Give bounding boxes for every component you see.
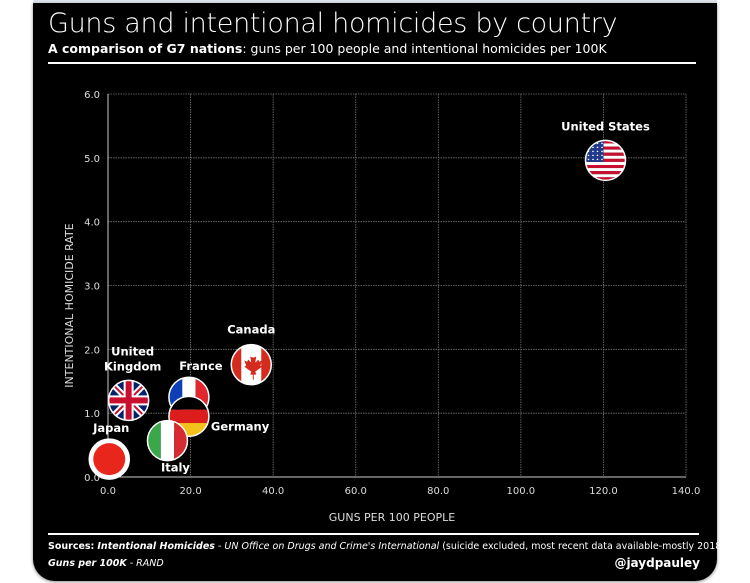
point-label: United Kingdom (104, 344, 161, 373)
homicide-source: - UN Office on Drugs and Crime's Interna… (214, 541, 440, 552)
header-rule (48, 62, 696, 64)
x-tick-label: 120.0 (589, 486, 618, 497)
y-tick-label: 1.0 (84, 409, 100, 420)
flag-outline (146, 419, 189, 462)
subtitle-rest: : guns per 100 people and intentional ho… (242, 41, 607, 56)
point-label-line: Kingdom (104, 359, 161, 373)
x-tick-label: 100.0 (507, 486, 536, 497)
homicide-label: Intentional Homicides (97, 541, 215, 552)
x-tick-label: 0.0 (100, 486, 116, 497)
guns-label: Guns per 100K (48, 558, 127, 569)
chart-title: Guns and intentional homicides by countr… (48, 8, 618, 39)
point-label: Japan (92, 421, 129, 435)
x-axis-label: GUNS PER 100 PEOPLE (329, 511, 456, 524)
y-axis-label: INTENTIONAL HOMICIDE RATE (63, 223, 76, 387)
data-point-italy: Italy (146, 419, 190, 475)
homicide-note: (suicide excluded, most recent data avai… (439, 541, 726, 552)
y-tick-label: 5.0 (84, 154, 100, 165)
sources-line-2: Guns per 100K - RAND (48, 558, 164, 569)
sources-label: Sources: (48, 541, 95, 552)
y-tick-label: 0.0 (84, 473, 100, 484)
data-point-canada: Canada (227, 323, 275, 386)
top-border (33, 0, 717, 3)
x-tick-label: 60.0 (345, 486, 367, 497)
data-point-usa: United States (561, 119, 650, 182)
flag-outline (88, 438, 130, 480)
x-tick-label: 140.0 (672, 486, 701, 497)
y-tick-label: 6.0 (84, 90, 100, 101)
point-label: Canada (227, 323, 275, 337)
x-tick-label: 20.0 (179, 486, 201, 497)
y-tick-label: 3.0 (84, 282, 100, 293)
author-handle: @jaydpauley (614, 556, 700, 570)
data-point-uk: United Kingdom (104, 344, 161, 422)
uk-flag-icon (108, 380, 149, 421)
point-label: Germany (211, 419, 270, 433)
point-label: United States (561, 119, 650, 133)
flag-outline (107, 379, 150, 422)
canada-flag-icon (231, 344, 272, 385)
flag-outline (168, 395, 210, 438)
flag-outline (584, 139, 627, 182)
point-label: France (179, 359, 223, 373)
footer-rule (48, 533, 699, 535)
guns-source: - RAND (126, 558, 164, 569)
sources-line-1: Sources: Intentional Homicides - UN Offi… (48, 541, 725, 552)
subtitle-bold: A comparison of G7 nations (48, 41, 243, 56)
point-label-line: United (111, 344, 154, 358)
usa-flag-icon (585, 140, 626, 181)
x-tick-label: 80.0 (427, 486, 449, 497)
chart-subtitle: A comparison of G7 nations: guns per 100… (48, 41, 607, 56)
point-label: Italy (161, 461, 190, 475)
flag-outline (230, 343, 273, 386)
y-tick-label: 4.0 (84, 218, 100, 229)
x-tick-label: 40.0 (262, 486, 284, 497)
y-tick-label: 2.0 (84, 345, 100, 356)
japan-flag-icon (89, 439, 130, 480)
data-point-japan: Japan (88, 421, 130, 480)
chart-card (33, 3, 717, 581)
